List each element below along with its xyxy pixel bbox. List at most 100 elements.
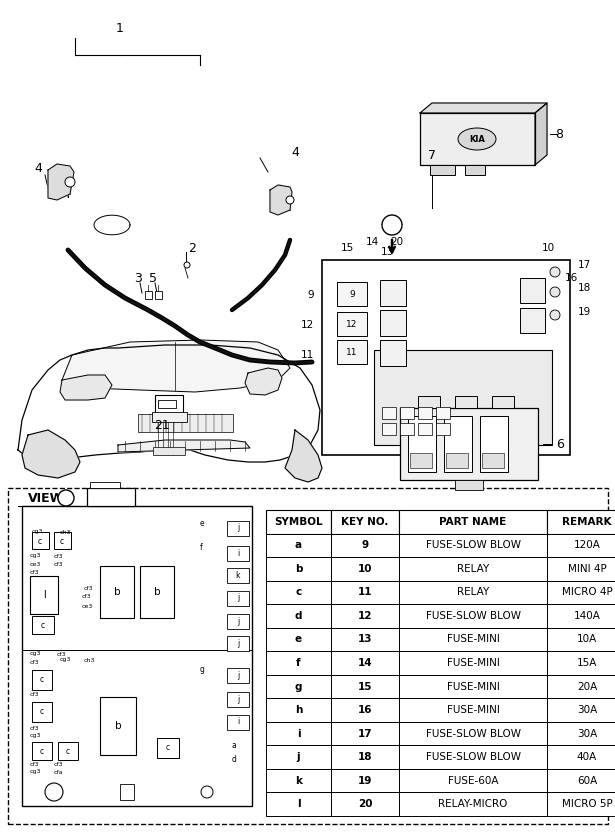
Text: cf3: cf3 (82, 594, 92, 599)
Polygon shape (60, 375, 112, 400)
Text: i: i (237, 549, 239, 557)
Bar (331, 580, 399, 604)
Bar (140, 566, 174, 618)
Text: c: c (166, 743, 170, 752)
Bar (547, 604, 615, 628)
Text: 10: 10 (358, 564, 372, 574)
Text: c: c (40, 707, 44, 716)
Bar (547, 675, 615, 698)
Bar (547, 510, 615, 534)
Text: 13: 13 (358, 635, 372, 645)
Ellipse shape (458, 128, 496, 150)
Bar (337, 282, 367, 306)
Polygon shape (48, 164, 74, 200)
Bar (32, 742, 52, 760)
Text: 16: 16 (565, 273, 578, 283)
Bar (266, 722, 331, 746)
Circle shape (65, 177, 75, 187)
Bar (227, 614, 249, 629)
Polygon shape (118, 440, 250, 452)
Text: cf3: cf3 (54, 761, 63, 766)
Text: 12: 12 (301, 320, 314, 330)
Bar (399, 580, 547, 604)
Text: 5: 5 (149, 272, 157, 284)
Text: 6: 6 (556, 438, 564, 450)
Bar (227, 692, 249, 707)
Bar (266, 651, 331, 675)
Bar (400, 423, 414, 435)
Text: g: g (295, 681, 302, 691)
Text: 9: 9 (362, 540, 368, 550)
Text: 30A: 30A (577, 705, 597, 715)
Bar (547, 557, 615, 580)
Text: ch3: ch3 (60, 530, 71, 535)
Text: FUSE-SLOW BLOW: FUSE-SLOW BLOW (426, 611, 520, 621)
Text: 9: 9 (308, 290, 314, 300)
Text: 15: 15 (340, 243, 354, 253)
Bar (100, 697, 136, 755)
Bar (331, 534, 399, 557)
Text: cf3: cf3 (54, 561, 63, 566)
Bar (32, 702, 52, 722)
Bar (399, 534, 547, 557)
Bar (227, 636, 249, 651)
Text: b: b (295, 564, 302, 574)
Bar (152, 412, 187, 422)
Bar (547, 534, 615, 557)
Bar (547, 769, 615, 792)
Text: cg3: cg3 (30, 554, 41, 559)
Bar (399, 557, 547, 580)
Polygon shape (18, 345, 320, 462)
Text: c: c (60, 536, 64, 545)
Bar (455, 480, 483, 490)
Bar (399, 651, 547, 675)
Bar (480, 416, 508, 472)
Text: 3: 3 (134, 272, 142, 284)
Text: c: c (38, 536, 42, 545)
Text: KIA: KIA (469, 134, 485, 143)
Text: 2: 2 (188, 242, 196, 254)
Text: j: j (237, 639, 239, 647)
Polygon shape (22, 430, 80, 478)
Bar (430, 165, 455, 175)
Bar (410, 453, 432, 468)
Bar (120, 784, 134, 800)
Bar (382, 407, 396, 419)
Text: a: a (232, 741, 236, 750)
Bar (227, 715, 249, 730)
Text: j: j (237, 524, 239, 532)
Text: j: j (296, 752, 300, 762)
Text: ce3: ce3 (82, 604, 93, 609)
Text: 14: 14 (365, 237, 379, 247)
Text: 120A: 120A (574, 540, 600, 550)
Text: FUSE-SLOW BLOW: FUSE-SLOW BLOW (426, 729, 520, 739)
Text: c: c (295, 587, 301, 597)
Text: KEY NO.: KEY NO. (341, 517, 389, 527)
Bar (54, 532, 71, 549)
Text: c: c (40, 746, 44, 756)
Bar (227, 546, 249, 561)
Bar (482, 453, 504, 468)
Bar (138, 414, 233, 432)
Bar (520, 308, 545, 333)
Text: 18: 18 (578, 283, 591, 293)
Text: RELAY: RELAY (457, 587, 489, 597)
Bar (266, 746, 331, 769)
Bar (446, 453, 468, 468)
Bar (331, 698, 399, 722)
Text: i: i (296, 729, 300, 739)
Bar (331, 651, 399, 675)
Text: cf3: cf3 (57, 651, 66, 656)
Bar (155, 291, 162, 299)
Text: i: i (237, 717, 239, 726)
Text: 21: 21 (154, 419, 170, 431)
Bar (266, 698, 331, 722)
Text: b: b (114, 721, 121, 731)
Bar (399, 698, 547, 722)
Bar (266, 628, 331, 651)
Text: SYMBOL: SYMBOL (274, 517, 323, 527)
Polygon shape (535, 103, 547, 165)
Text: cg3: cg3 (30, 770, 41, 775)
Bar (418, 407, 432, 419)
Bar (155, 395, 183, 415)
